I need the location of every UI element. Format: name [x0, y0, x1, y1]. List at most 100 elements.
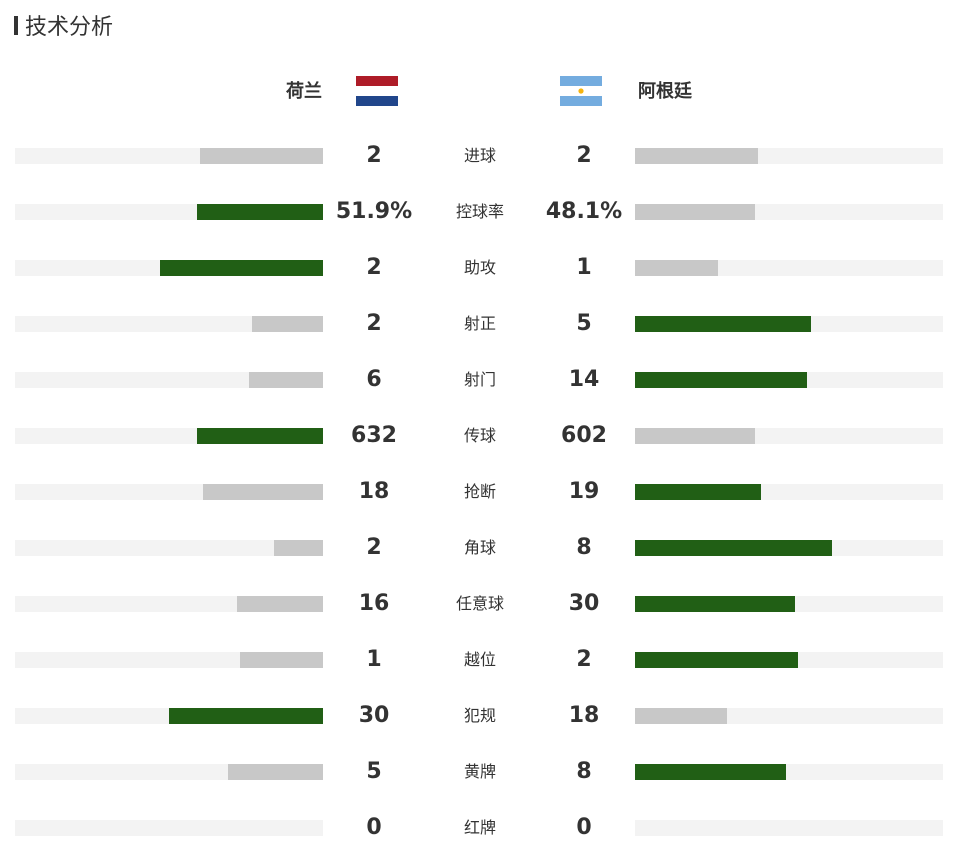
away-bar-track: [635, 372, 943, 388]
away-stat-value: 2: [576, 647, 592, 672]
home-bar-fill: [252, 316, 323, 332]
away-bar-fill: [635, 428, 755, 444]
away-bar-track: [635, 484, 943, 500]
away-bar-fill: [635, 708, 727, 724]
away-stat-value: 1: [576, 255, 592, 280]
away-stat-value: 14: [568, 367, 600, 392]
home-bar-fill: [237, 596, 323, 612]
stat-label: 越位: [463, 650, 496, 669]
home-stat-value: 2: [366, 143, 382, 168]
home-bar-fill: [240, 652, 323, 668]
stat-label: 进球: [463, 146, 496, 165]
home-stat-value: 18: [358, 479, 390, 504]
stat-label: 犯规: [463, 706, 496, 725]
home-bar-fill: [169, 708, 323, 724]
stat-row: 0 红牌 0: [0, 800, 960, 856]
away-team-name[interactable]: 阿根廷: [638, 81, 692, 102]
away-bar-track: [635, 540, 943, 556]
home-bar-track: [15, 764, 323, 780]
home-bar-fill: [160, 260, 323, 276]
away-bar-track: [635, 820, 943, 836]
stat-label: 控球率: [455, 202, 504, 221]
stat-row: 632 传球 602: [0, 408, 960, 464]
stat-row: 6 射门 14: [0, 352, 960, 408]
home-bar-track: [15, 820, 323, 836]
home-bar-fill: [249, 372, 323, 388]
stat-label: 传球: [463, 426, 496, 445]
away-stat-value: 30: [568, 591, 600, 616]
home-stat-value: 6: [366, 367, 382, 392]
stat-label: 射门: [463, 370, 496, 389]
stat-label: 黄牌: [463, 762, 496, 781]
away-stat-value: 602: [561, 423, 607, 448]
away-bar-fill: [635, 540, 832, 556]
away-bar-track: [635, 148, 943, 164]
away-stat-value: 18: [568, 703, 600, 728]
stat-row: 2 角球 8: [0, 520, 960, 576]
away-bar-fill: [635, 204, 755, 220]
stat-row: 2 进球 2: [0, 128, 960, 184]
home-bar-track: [15, 484, 323, 500]
home-bar-track: [15, 316, 323, 332]
stat-row: 51.9% 控球率 48.1%: [0, 184, 960, 240]
home-bar-track: [15, 372, 323, 388]
home-bar-track: [15, 540, 323, 556]
away-bar-fill: [635, 484, 761, 500]
home-bar-fill: [197, 428, 323, 444]
home-bar-track: [15, 652, 323, 668]
away-bar-fill: [635, 372, 807, 388]
home-stat-value: 632: [351, 423, 397, 448]
away-stat-value: 19: [568, 479, 600, 504]
away-bar-fill: [635, 260, 718, 276]
home-stat-value: 30: [358, 703, 390, 728]
away-bar-track: [635, 204, 943, 220]
away-bar-fill: [635, 148, 758, 164]
away-bar-track: [635, 708, 943, 724]
home-bar-track: [15, 428, 323, 444]
home-bar-fill: [200, 148, 323, 164]
away-bar-track: [635, 316, 943, 332]
home-bar-fill: [203, 484, 323, 500]
away-bar-fill: [635, 596, 795, 612]
away-bar-track: [635, 260, 943, 276]
netherlands-flag-icon: [356, 76, 398, 106]
away-bar-track: [635, 652, 943, 668]
home-bar-fill: [228, 764, 323, 780]
home-bar-track: [15, 260, 323, 276]
away-stat-value: 0: [576, 815, 592, 840]
stat-row: 5 黄牌 8: [0, 744, 960, 800]
stat-label: 任意球: [455, 594, 504, 613]
stat-row: 2 助攻 1: [0, 240, 960, 296]
home-bar-fill: [274, 540, 323, 556]
stat-row: 16 任意球 30: [0, 576, 960, 632]
argentina-flag-icon: [560, 76, 602, 106]
away-bar-track: [635, 596, 943, 612]
away-stat-value: 8: [576, 535, 592, 560]
stat-label: 抢断: [463, 482, 496, 501]
title-accent-bar: [14, 15, 18, 35]
away-stat-value: 8: [576, 759, 592, 784]
home-stat-value: 51.9%: [335, 199, 413, 224]
away-bar-track: [635, 764, 943, 780]
team-header: 荷兰 阿根廷: [0, 72, 960, 112]
away-bar-fill: [635, 764, 786, 780]
away-bar-fill: [635, 316, 811, 332]
home-bar-fill: [197, 204, 323, 220]
home-stat-value: 0: [366, 815, 382, 840]
home-bar-track: [15, 708, 323, 724]
home-bar-track: [15, 596, 323, 612]
away-stat-value: 2: [576, 143, 592, 168]
home-team-name[interactable]: 荷兰: [286, 81, 322, 102]
stat-row: 2 射正 5: [0, 296, 960, 352]
home-stat-value: 2: [366, 311, 382, 336]
home-bar-track: [15, 148, 323, 164]
stat-label: 助攻: [463, 258, 496, 277]
home-stat-value: 5: [366, 759, 382, 784]
away-stat-value: 48.1%: [545, 199, 623, 224]
home-bar-track: [15, 204, 323, 220]
stat-row: 1 越位 2: [0, 632, 960, 688]
home-stat-value: 2: [366, 535, 382, 560]
stat-label: 红牌: [463, 818, 496, 837]
away-stat-value: 5: [576, 311, 592, 336]
home-stat-value: 2: [366, 255, 382, 280]
